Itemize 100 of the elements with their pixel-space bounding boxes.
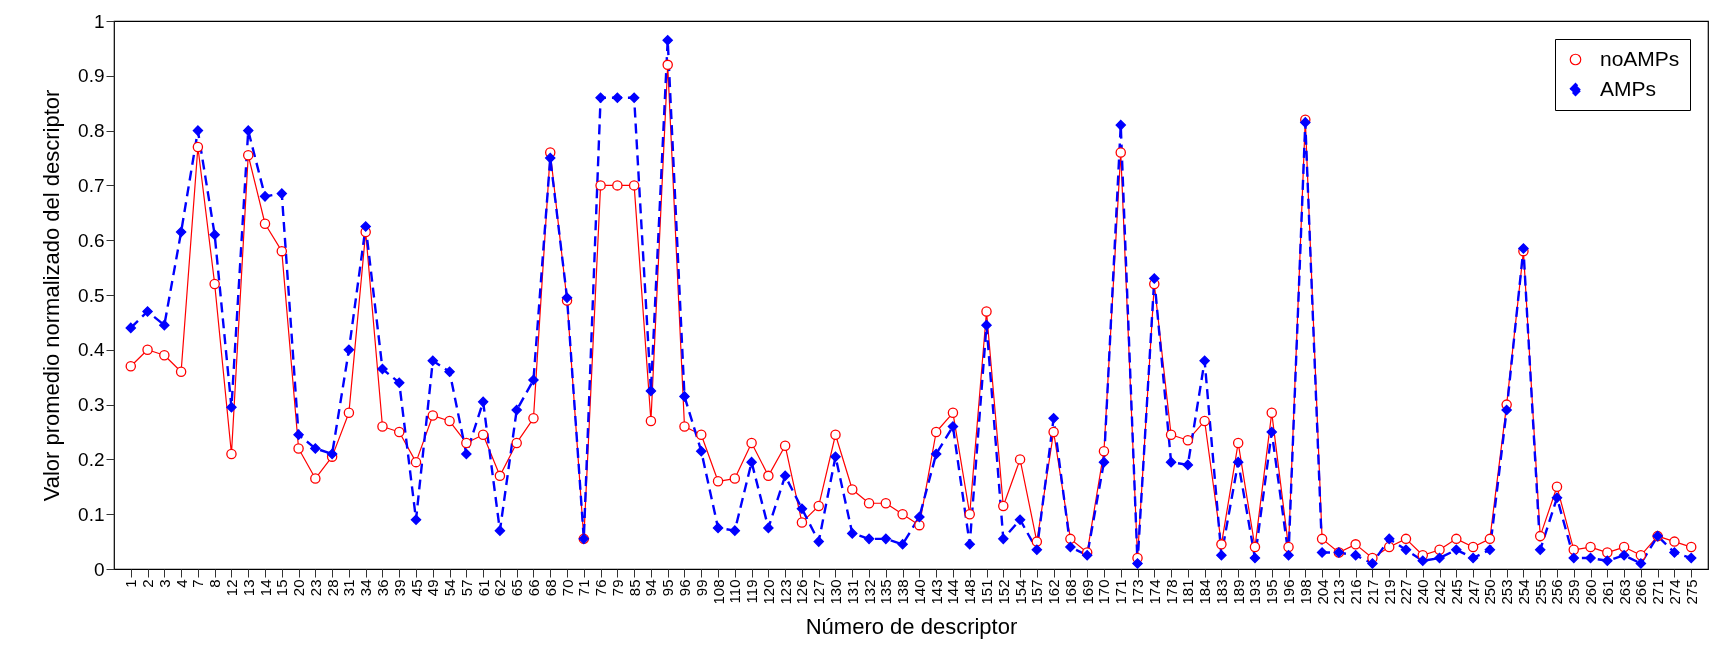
x-tick-label: 14 (256, 579, 274, 597)
x-tick-label: 256 (1548, 579, 1566, 605)
x-tick-label: 168 (1061, 579, 1079, 605)
x-tick-label: 143 (927, 579, 945, 605)
x-tick-label: 140 (910, 579, 928, 605)
x-tick-label: 62 (491, 579, 509, 597)
x-tick-label: 131 (843, 579, 861, 605)
x-tick-label: 271 (1649, 579, 1667, 605)
y-tick-label: 0.1 (78, 503, 105, 525)
x-tick-label: 254 (1514, 579, 1532, 605)
x-tick-label: 132 (860, 579, 878, 605)
legend-label: AMPs (1600, 76, 1657, 100)
x-tick-label: 57 (457, 579, 475, 597)
x-tick-label: 138 (894, 579, 912, 605)
x-tick-label: 108 (709, 579, 727, 605)
x-tick-label: 170 (1095, 579, 1113, 605)
x-tick-label: 110 (726, 579, 744, 604)
x-tick-label: 36 (373, 579, 391, 597)
x-tick-label: 162 (1045, 579, 1063, 605)
x-tick-label: 85 (625, 579, 643, 597)
x-tick-label: 94 (642, 579, 660, 597)
y-tick-label: 0.8 (78, 120, 105, 142)
x-tick-label: 120 (759, 579, 777, 605)
y-tick-label: 0.5 (78, 284, 105, 306)
x-tick-label: 45 (407, 579, 425, 597)
x-tick-label: 213 (1330, 579, 1348, 605)
x-tick-label: 130 (826, 579, 844, 605)
x-tick-label: 152 (994, 579, 1012, 605)
x-tick-label: 7 (189, 579, 207, 588)
x-tick-label: 71 (575, 579, 593, 597)
x-tick-label: 79 (608, 579, 626, 597)
x-tick-label: 196 (1280, 579, 1298, 605)
x-tick-label: 263 (1615, 579, 1633, 605)
x-tick-label: 76 (592, 579, 610, 597)
x-tick-label: 157 (1028, 579, 1046, 605)
x-tick-label: 31 (340, 579, 358, 597)
x-tick-label: 2 (139, 579, 157, 588)
x-tick-label: 61 (474, 579, 492, 597)
y-tick-label: 0.9 (78, 65, 105, 87)
x-tick-label: 217 (1363, 579, 1381, 605)
x-tick-label: 23 (306, 579, 324, 597)
x-tick-label: 174 (1145, 579, 1163, 605)
x-tick-label: 250 (1481, 579, 1499, 605)
x-tick-label: 240 (1414, 579, 1432, 605)
x-tick-label: 70 (558, 579, 576, 597)
x-tick-label: 181 (1179, 579, 1197, 605)
x-tick-label: 171 (1112, 579, 1130, 605)
x-tick-label: 65 (508, 579, 526, 597)
x-tick-label: 247 (1464, 579, 1482, 605)
x-tick-label: 126 (793, 579, 811, 605)
x-tick-label: 123 (776, 579, 794, 605)
x-tick-label: 34 (357, 579, 375, 597)
x-tick-label: 169 (1078, 579, 1096, 605)
y-tick-label: 0.4 (78, 339, 105, 361)
y-tick-label: 0.6 (78, 229, 105, 251)
x-tick-label: 13 (239, 579, 257, 597)
x-tick-label: 151 (978, 579, 996, 605)
y-tick-label: 0 (93, 558, 105, 580)
x-tick-label: 245 (1447, 579, 1465, 605)
x-tick-label: 119 (743, 579, 761, 604)
x-tick-label: 49 (424, 579, 442, 597)
x-tick-label: 255 (1531, 579, 1549, 605)
x-tick-label: 183 (1212, 579, 1230, 605)
y-tick-label: 0.7 (78, 174, 105, 196)
legend-label: noAMPs (1600, 46, 1680, 70)
x-tick-label: 4 (172, 579, 190, 588)
x-tick-label: 20 (290, 579, 308, 597)
x-tick-label: 189 (1229, 579, 1247, 605)
x-tick-label: 95 (659, 579, 677, 597)
x-tick-label: 216 (1347, 579, 1365, 605)
x-tick-label: 227 (1397, 579, 1415, 605)
x-tick-label: 54 (441, 579, 459, 597)
y-tick-label: 0.3 (78, 394, 105, 416)
x-tick-label: 198 (1296, 579, 1314, 605)
y-tick-label: 1 (93, 10, 105, 32)
y-axis-title: Valor promedio normalizado del descriptor (39, 89, 65, 502)
x-tick-label: 275 (1682, 579, 1700, 605)
x-tick-label: 39 (390, 579, 408, 597)
x-tick-label: 253 (1498, 579, 1516, 605)
x-tick-label: 144 (944, 579, 962, 605)
x-tick-label: 154 (1011, 579, 1029, 605)
x-tick-label: 195 (1263, 579, 1281, 605)
x-tick-label: 66 (524, 579, 542, 597)
x-tick-label: 28 (323, 579, 341, 597)
x-tick-label: 242 (1431, 579, 1449, 605)
x-tick-label: 127 (810, 579, 828, 605)
y-tick-label: 0.2 (78, 448, 105, 470)
x-tick-label: 99 (692, 579, 710, 597)
x-tick-label: 148 (961, 579, 979, 605)
x-tick-label: 135 (877, 579, 895, 605)
x-tick-label: 204 (1313, 579, 1331, 605)
x-tick-label: 12 (222, 579, 240, 597)
x-tick-label: 68 (541, 579, 559, 597)
x-tick-label: 15 (273, 579, 291, 597)
x-tick-label: 8 (206, 579, 224, 588)
x-tick-label: 178 (1162, 579, 1180, 605)
x-tick-label: 266 (1632, 579, 1650, 605)
x-tick-label: 173 (1129, 579, 1147, 605)
x-axis-title: Número de descriptor (805, 613, 1018, 639)
x-tick-label: 3 (155, 579, 173, 588)
